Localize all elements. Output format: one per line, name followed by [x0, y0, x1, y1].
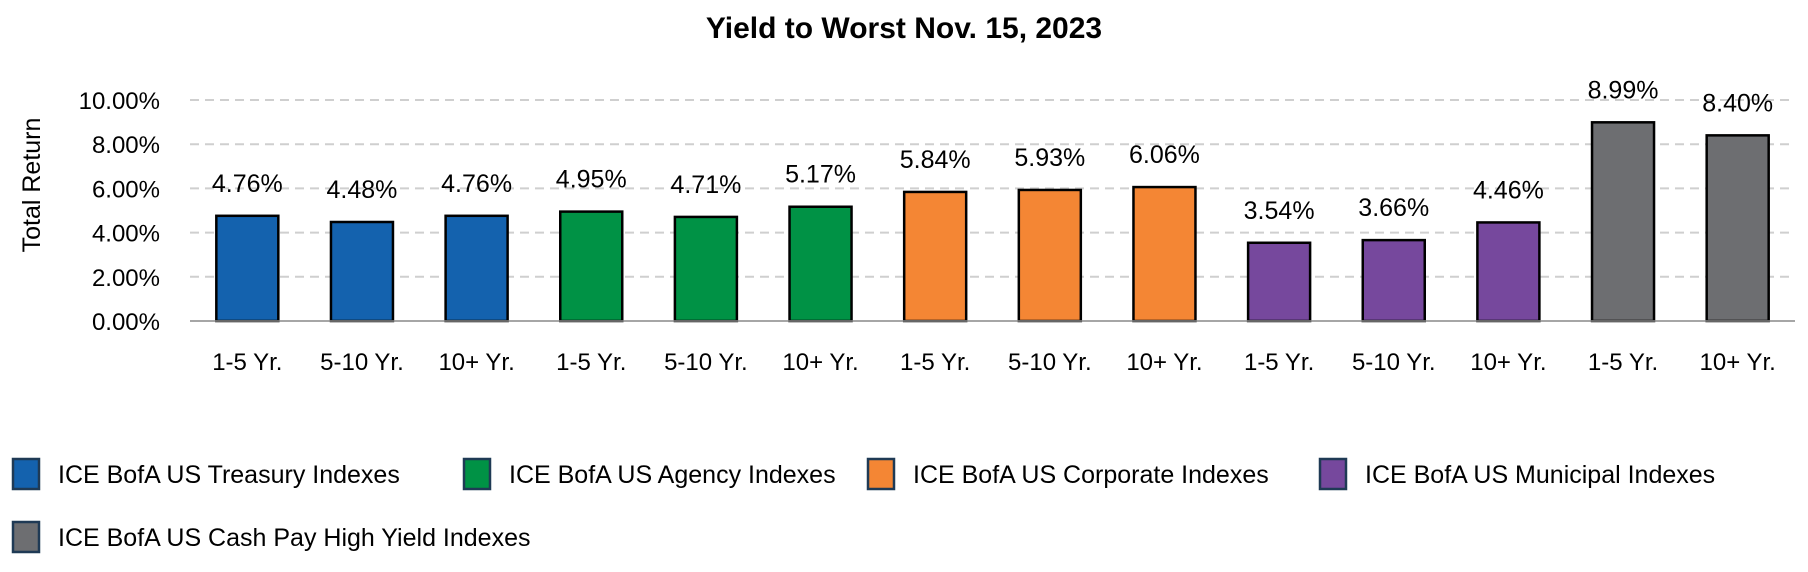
data-label: 4.76%	[441, 170, 512, 198]
legend-entry: ICE BofA US Corporate Indexes	[913, 461, 1269, 489]
y-tick-label: 8.00%	[92, 132, 160, 159]
data-label: 4.95%	[556, 166, 627, 194]
bar	[1017, 188, 1083, 323]
y-tick-label: 10.00%	[79, 88, 160, 115]
legend: ICE BofA US Treasury Indexes ICE BofA US …	[11, 457, 1715, 554]
y-tick-label: 6.00%	[92, 176, 160, 203]
x-tick-label: 5-10 Yr.	[1352, 349, 1436, 376]
legend-entry: ICE BofA US Municipal Indexes	[1365, 461, 1715, 489]
y-axis-label: Total Return	[18, 118, 46, 253]
bar	[788, 205, 853, 323]
chart-title: Yield to Worst Nov. 15, 2023	[706, 12, 1102, 45]
y-tick-label: 4.00%	[92, 221, 160, 248]
x-tick-label: 1-5 Yr.	[212, 349, 282, 376]
legend-entry: ICE BofA US Cash Pay High Yield Indexes	[58, 524, 530, 552]
bar	[902, 190, 968, 323]
legend-swatch	[1318, 457, 1348, 491]
data-label: 4.76%	[212, 170, 283, 198]
legend-swatch	[866, 457, 896, 491]
data-label: 4.46%	[1473, 176, 1544, 204]
x-tick-label: 5-10 Yr.	[320, 349, 404, 376]
bar	[215, 214, 280, 323]
bar	[1590, 121, 1656, 323]
x-tick-label: 5-10 Yr.	[664, 349, 748, 376]
data-label: 6.06%	[1129, 141, 1200, 169]
x-tick-label: 10+ Yr.	[782, 349, 858, 376]
data-label: 5.84%	[900, 146, 971, 174]
y-axis-ticks: 0.00% 2.00% 4.00% 6.00% 8.00% 10.00%	[79, 88, 160, 336]
x-tick-label: 10+ Yr.	[1700, 349, 1776, 376]
data-label: 8.99%	[1588, 76, 1659, 104]
data-label: 4.48%	[327, 176, 398, 204]
legend-swatch	[462, 457, 492, 491]
gridlines	[190, 99, 1795, 278]
bar	[673, 215, 739, 323]
x-tick-label: 1-5 Yr.	[900, 349, 970, 376]
data-label: 3.66%	[1358, 194, 1429, 222]
legend-entry: ICE BofA US Treasury Indexes	[58, 461, 400, 489]
bar	[1132, 185, 1197, 323]
bar	[329, 220, 395, 323]
data-label: 5.17%	[785, 161, 856, 189]
x-tick-label: 5-10 Yr.	[1008, 349, 1092, 376]
x-tick-label: 10+ Yr.	[438, 349, 514, 376]
data-label: 4.71%	[670, 171, 741, 199]
bar	[1705, 134, 1770, 323]
x-tick-label: 1-5 Yr.	[1588, 349, 1658, 376]
x-tick-label: 1-5 Yr.	[1244, 349, 1314, 376]
bar	[1361, 238, 1426, 323]
data-label: 8.40%	[1702, 89, 1773, 117]
data-label: 3.54%	[1244, 197, 1315, 225]
y-tick-label: 2.00%	[92, 265, 160, 292]
legend-swatch	[11, 520, 41, 554]
x-tick-label: 10+ Yr.	[1126, 349, 1202, 376]
bar	[1476, 221, 1541, 323]
x-tick-label: 10+ Yr.	[1470, 349, 1546, 376]
data-labels: 4.76% 4.48% 4.76% 4.95% 4.71% 5.17% 5.84% 5.93%…	[212, 76, 1773, 224]
x-tick-label: 1-5 Yr.	[556, 349, 626, 376]
bar	[559, 210, 624, 323]
legend-entry: ICE BofA US Agency Indexes	[509, 461, 836, 489]
bar	[444, 214, 509, 323]
x-axis-ticks: 1-5 Yr. 5-10 Yr. 10+ Yr. 1-5 Yr. 5-10 Yr. 10+…	[212, 349, 1776, 376]
data-label: 5.93%	[1014, 144, 1085, 172]
bar	[1246, 241, 1312, 323]
legend-swatch	[11, 457, 41, 491]
y-tick-label: 0.00%	[92, 309, 160, 336]
bars	[215, 121, 1770, 323]
